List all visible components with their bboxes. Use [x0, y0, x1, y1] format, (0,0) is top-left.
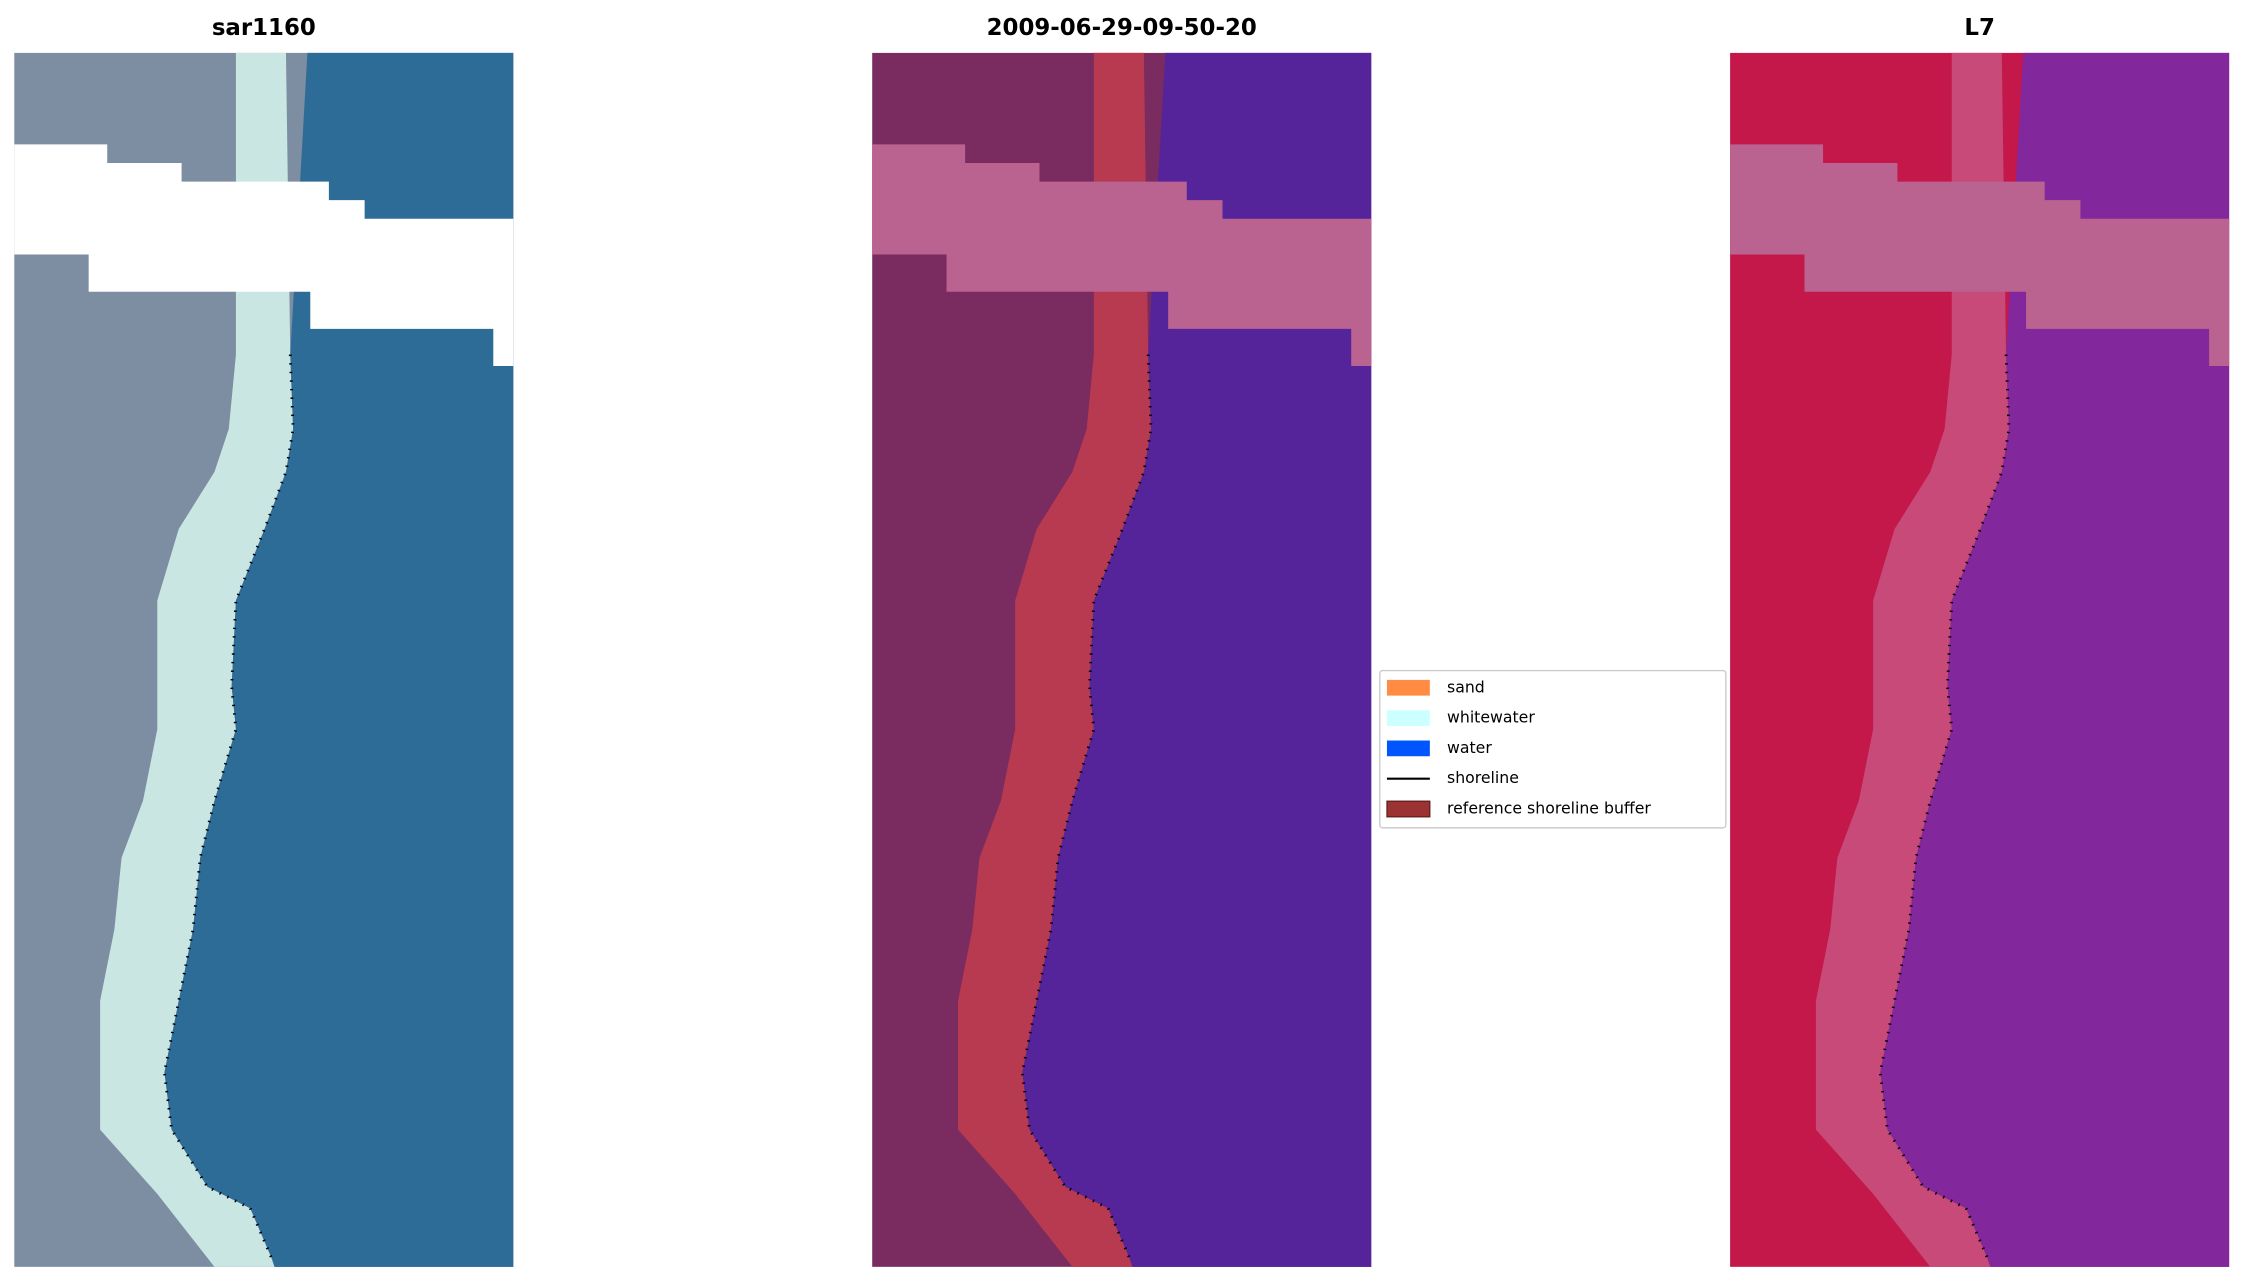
legend-label: reference shoreline buffer: [1447, 799, 1651, 818]
legend-patch: [1386, 679, 1430, 696]
panel-image: [1730, 52, 2230, 1267]
legend-label: whitewater: [1447, 708, 1535, 727]
legend-label: shoreline: [1447, 768, 1519, 787]
legend-label: water: [1447, 738, 1492, 757]
legend-patch: [1386, 740, 1430, 757]
panel-title: sar1160: [212, 15, 316, 41]
legend-frame: [1379, 669, 1727, 829]
legend-patch: [1386, 710, 1430, 726]
legend: sand whitewater water shoreline reference sh…: [1379, 669, 1727, 829]
panel-title: L7: [1964, 15, 1994, 41]
panel-title: 2009-06-29-09-50-20: [987, 15, 1257, 41]
panel-image: [872, 52, 1372, 1267]
legend-patch: [1386, 800, 1431, 818]
legend-label: sand: [1447, 677, 1485, 696]
panel-image: [14, 52, 514, 1267]
